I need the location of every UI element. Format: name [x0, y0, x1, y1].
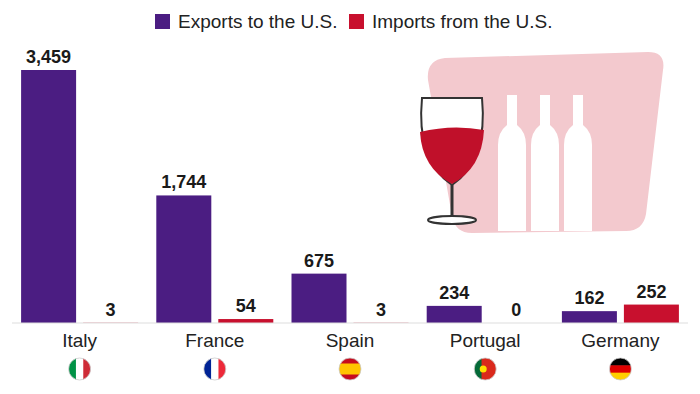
category-label: Germany: [581, 330, 660, 351]
data-label: 1,744: [161, 172, 206, 192]
x-tick-labels: Italy France Spain Portugal Germany: [62, 330, 660, 351]
decor-glass-foot: [428, 216, 476, 224]
flag-border: [204, 358, 226, 380]
flag-border: [474, 358, 496, 380]
data-label: 675: [304, 251, 334, 271]
chart: 3,459 1,744 675 234 162 3 54 3 0 252 Italy France Sp…: [0, 0, 700, 394]
flag-emblem: [480, 366, 487, 373]
bar: [624, 305, 679, 323]
category-label: France: [185, 330, 244, 351]
legend: Exports to the U.S. Imports from the U.S.: [155, 11, 553, 32]
decor-glass-stem: [451, 185, 454, 218]
category-label: Portugal: [450, 330, 521, 351]
legend-label: Imports from the U.S.: [372, 11, 553, 32]
data-label: 3,459: [26, 47, 71, 67]
flag-border: [69, 358, 91, 380]
legend-label: Exports to the U.S.: [178, 11, 337, 32]
flag: [474, 358, 497, 380]
flag-stripe: [69, 358, 77, 380]
data-label: 0: [511, 300, 521, 320]
baseline: [12, 323, 688, 324]
bars: [21, 70, 679, 323]
category-label: Spain: [326, 330, 375, 351]
decor-wine: [420, 127, 484, 184]
data-label: 3: [106, 300, 116, 320]
decor-bottle: [564, 95, 592, 231]
flag-border: [609, 358, 631, 380]
decor-bottle: [498, 95, 526, 231]
flag: [339, 358, 361, 381]
flag: [204, 358, 226, 380]
legend-swatch: [349, 14, 364, 29]
bar: [21, 70, 76, 323]
bar: [562, 311, 617, 323]
decoration: [420, 52, 663, 233]
category-label: Italy: [62, 330, 97, 351]
flag-stripe: [204, 358, 212, 380]
data-label: 54: [236, 296, 256, 316]
data-label: 3: [376, 300, 386, 320]
bar: [156, 195, 211, 323]
data-label: 162: [574, 288, 604, 308]
data-label: 234: [439, 283, 469, 303]
data-labels: 3,459 1,744 675 234 162 3 54 3 0 252: [26, 47, 666, 320]
data-label: 252: [636, 282, 666, 302]
flag-stripe: [339, 369, 361, 375]
chart-root: 3,459 1,744 675 234 162 3 54 3 0 252 Italy France Sp…: [0, 0, 700, 394]
flag: [69, 358, 92, 380]
bar: [427, 306, 482, 323]
flag-stripe: [211, 358, 219, 380]
flag-stripe: [609, 365, 631, 373]
flag-stripe: [609, 358, 631, 366]
flag: [609, 358, 631, 381]
decor-bottle: [531, 95, 559, 231]
bar: [292, 274, 347, 323]
flag-stripe: [339, 364, 361, 370]
flag-stripe: [76, 358, 84, 380]
flag-border: [339, 358, 361, 380]
legend-swatch: [155, 14, 170, 29]
flags: [69, 358, 632, 381]
bar: [218, 319, 273, 323]
